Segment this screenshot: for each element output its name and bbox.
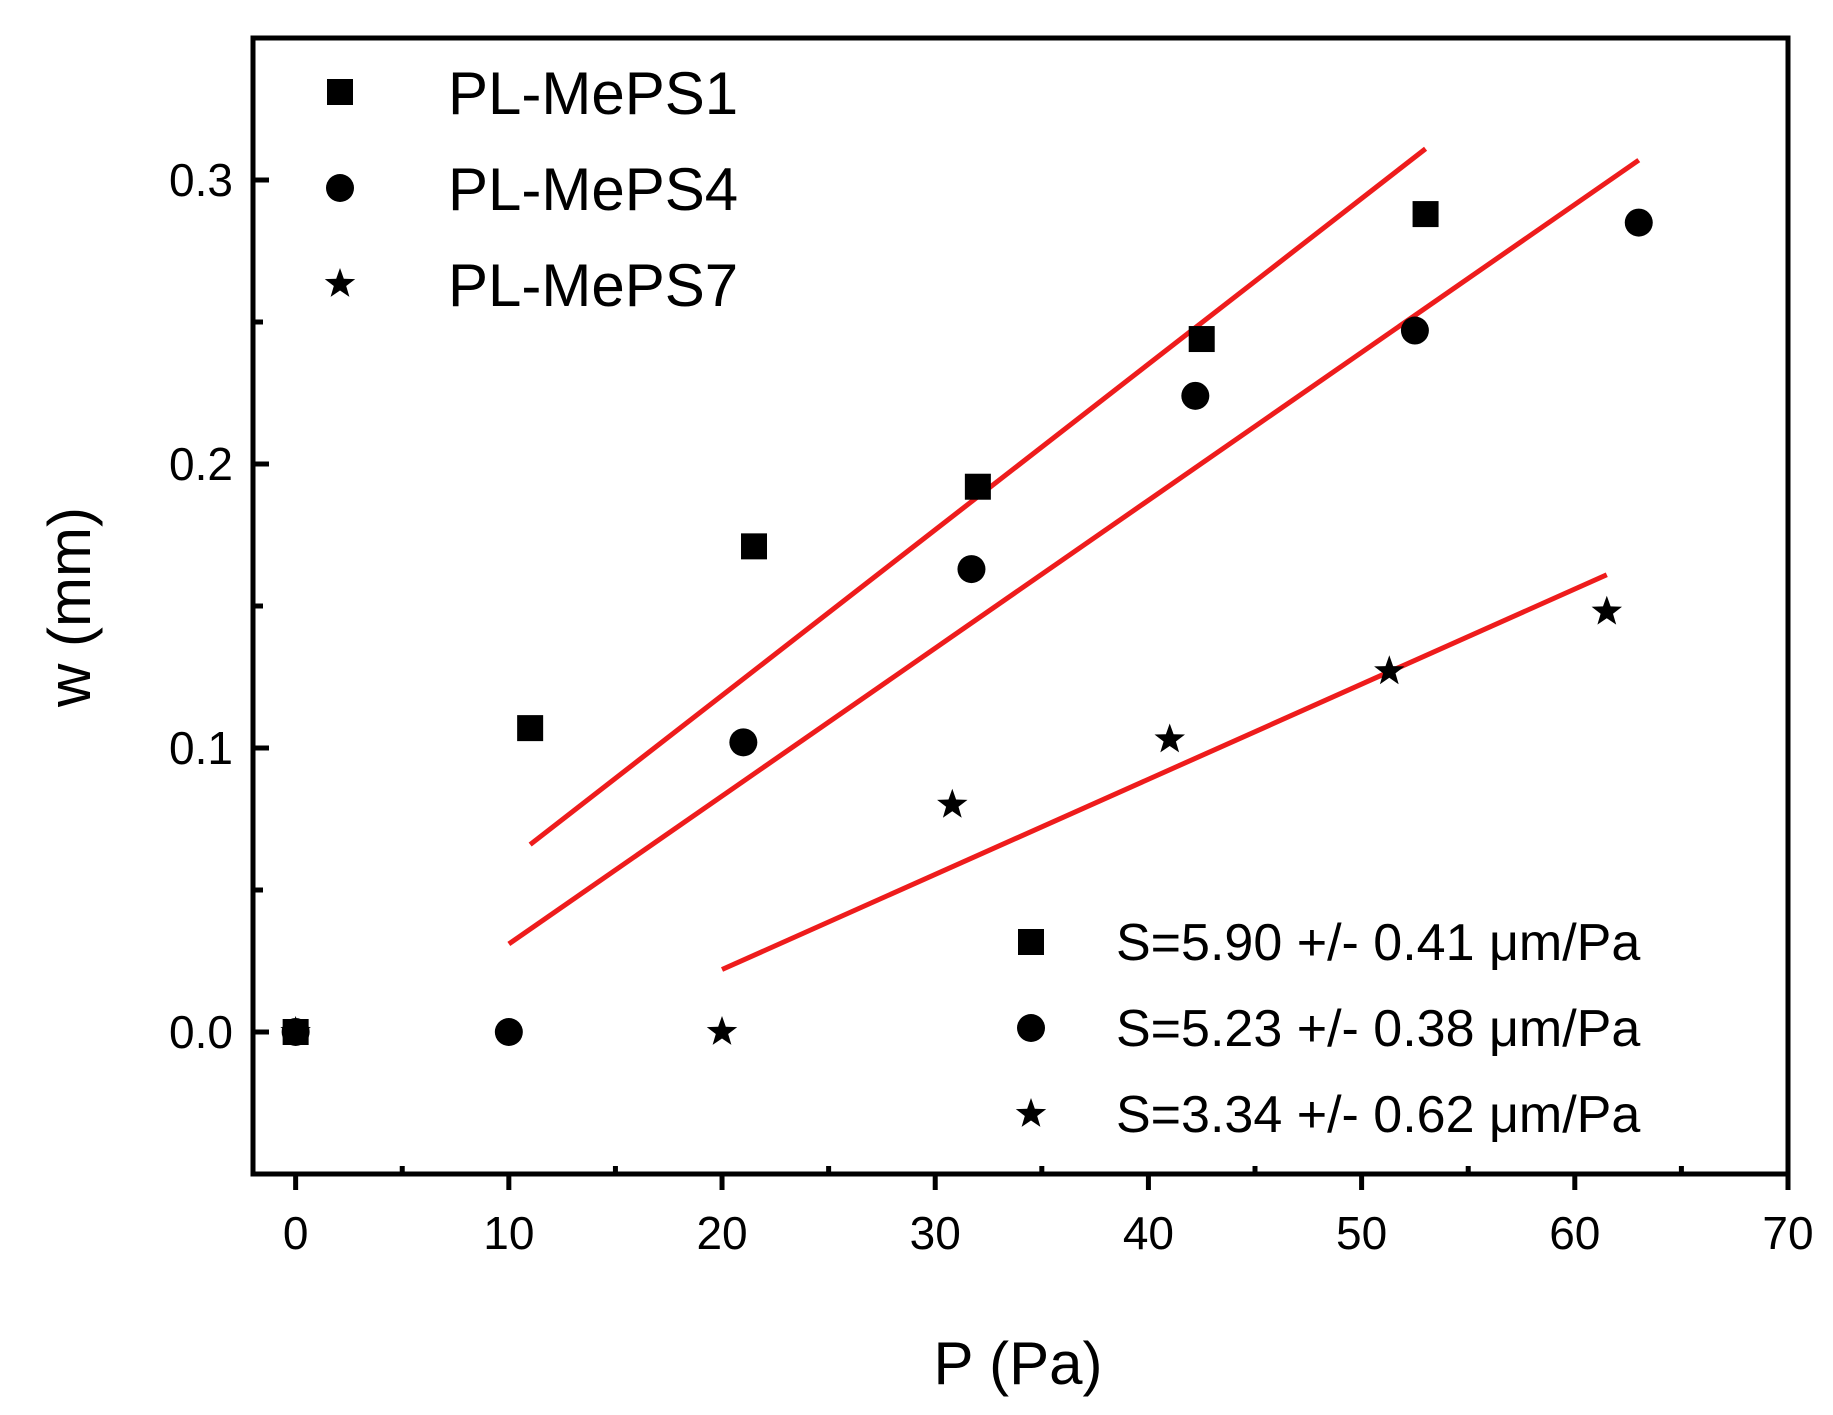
data-point-circle [729, 728, 758, 757]
data-point-star [280, 1016, 311, 1045]
legend-marker-square [327, 79, 353, 105]
fit-legend-symbol-star [1015, 1098, 1047, 1127]
x-axis-title: P (Pa) [934, 1330, 1103, 1397]
y-tick-label: 0.2 [169, 438, 233, 490]
fit-line-pl-meps4 [507, 158, 1641, 947]
data-point-square [1412, 201, 1439, 228]
fit-line-pl-meps7 [721, 572, 1608, 972]
minor-ticks [253, 319, 1684, 1174]
fit-legend-marker-star [1015, 1098, 1047, 1127]
fit-legend-marker-circle [1017, 1014, 1045, 1042]
legend-symbol-square [327, 79, 353, 105]
fit-legend-marker-square [1018, 929, 1044, 955]
fit-legend-symbol-square [1018, 929, 1044, 955]
major-ticks [253, 177, 1791, 1190]
fit-label-pl-meps7: S=3.34 +/- 0.62 μm/Pa [1116, 1086, 1640, 1144]
data-point-star [1591, 595, 1622, 625]
tick-labels: 0 10 20 30 40 50 60 70 0.0 0.1 0.2 0.3 [169, 154, 1814, 1259]
x-tick-label: 50 [1336, 1207, 1387, 1259]
data-point-square [1188, 326, 1215, 353]
legend-symbol-star [324, 268, 356, 297]
fit-legend-item-3: S=3.34 +/- 0.62 μm/Pa [1015, 1086, 1640, 1144]
data-point-circle [1181, 381, 1210, 410]
fit-legend: S=5.90 +/- 0.41 μm/Pa S=5.23 +/- 0.38 μm… [1015, 914, 1640, 1144]
x-tick-label: 30 [910, 1207, 961, 1259]
x-tick-label: 10 [483, 1207, 534, 1259]
data-point-circle [957, 555, 986, 584]
data-point-star [1154, 723, 1185, 753]
data-point-circle [1400, 316, 1429, 345]
fit-legend-item-1: S=5.90 +/- 0.41 μm/Pa [1018, 914, 1640, 972]
data-point-square [964, 473, 991, 500]
y-tick-label: 0.3 [169, 154, 233, 206]
legend-item-pl-meps7: PL-MePS7 [324, 252, 738, 319]
legend-item-pl-meps4: PL-MePS4 [326, 156, 738, 223]
data-point-square [517, 715, 544, 742]
x-tick-label: 0 [283, 1207, 309, 1259]
legend-marker-star [324, 268, 356, 297]
legend-symbol-circle [326, 174, 354, 202]
data-point-star [937, 788, 968, 818]
data-point-square [741, 533, 768, 560]
x-tick-label: 60 [1549, 1207, 1600, 1259]
x-tick-label: 20 [696, 1207, 747, 1259]
legend-label-pl-meps4: PL-MePS4 [448, 156, 738, 223]
fit-label-pl-meps1: S=5.90 +/- 0.41 μm/Pa [1116, 914, 1640, 972]
series-legend: PL-MePS1 PL-MePS4 PL-MePS7 [324, 60, 738, 319]
y-tick-label: 0.1 [169, 722, 233, 774]
x-tick-label: 40 [1123, 1207, 1174, 1259]
data-point-star [1374, 655, 1405, 685]
fit-label-pl-meps4: S=5.23 +/- 0.38 μm/Pa [1116, 1000, 1640, 1058]
data-point-circle [494, 1018, 523, 1046]
markers [280, 201, 1653, 1046]
data-point-star [706, 1016, 738, 1045]
y-axis-title: w (mm) [36, 507, 103, 708]
fit-legend-item-2: S=5.23 +/- 0.38 μm/Pa [1017, 1000, 1640, 1058]
plot-frame [250, 35, 1791, 1177]
y-tick-label: 0.0 [169, 1006, 233, 1058]
legend-item-pl-meps1: PL-MePS1 [327, 60, 738, 127]
fit-legend-symbol-circle [1017, 1014, 1045, 1042]
legend-label-pl-meps1: PL-MePS1 [448, 60, 738, 127]
legend-label-pl-meps7: PL-MePS7 [448, 252, 738, 319]
x-tick-label: 70 [1762, 1207, 1813, 1259]
legend-marker-circle [326, 174, 354, 202]
data-point-circle [1624, 208, 1653, 237]
